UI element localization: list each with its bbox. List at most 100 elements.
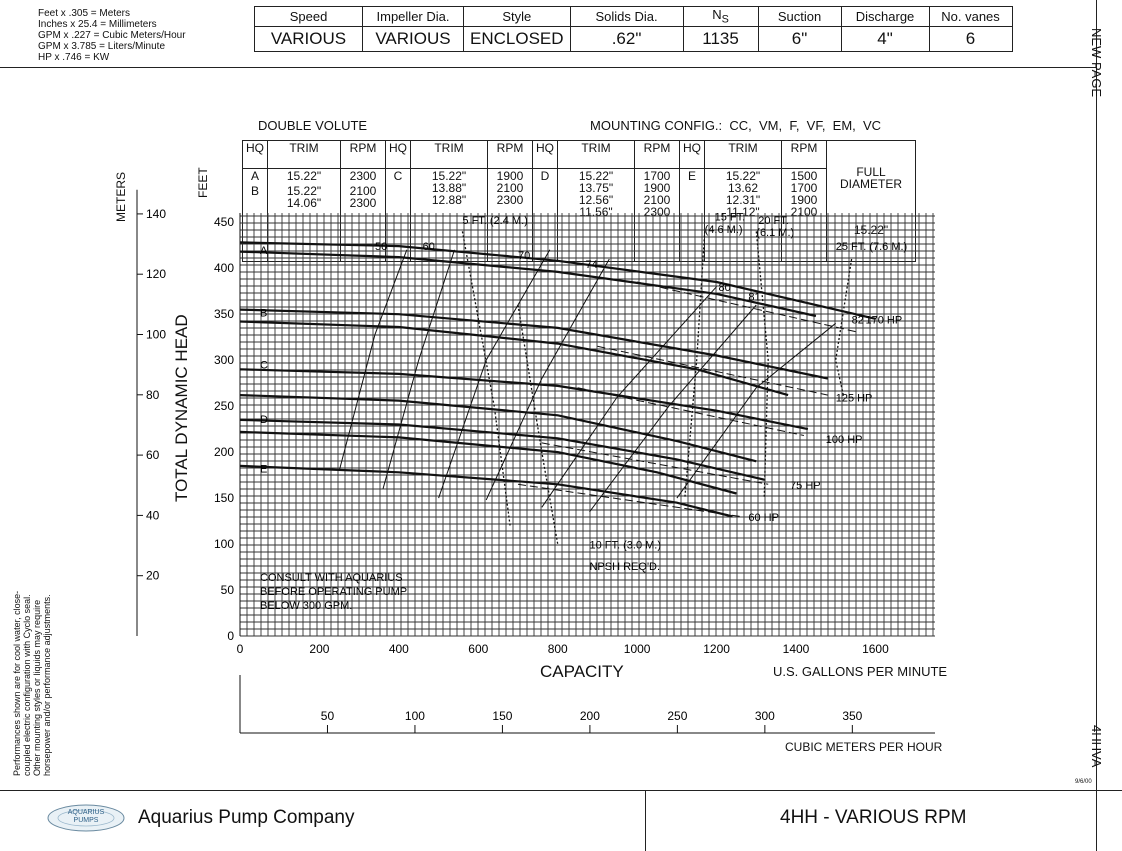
cmh-tick-label: 100 bbox=[405, 709, 425, 723]
trim-header: TRIM bbox=[267, 139, 341, 170]
spec-value-suction: 6" bbox=[757, 25, 842, 52]
curve-letter-c: C bbox=[260, 360, 268, 372]
cmh-tick-label: 350 bbox=[842, 709, 862, 723]
rpm-d: 1700 1900 2100 2300 bbox=[634, 168, 680, 262]
curve-letter-a: A bbox=[260, 245, 268, 257]
conversion-2: Inches x 25.4 = Millimeters bbox=[38, 19, 157, 30]
efficiency-line-82 bbox=[676, 322, 837, 499]
y-tick-label: 300 bbox=[214, 353, 234, 367]
hp-line bbox=[597, 345, 828, 396]
pump-curve-chart: 0 50 100 150 200 250 300 350 400 450 20 40 60 80 100 12… bbox=[136, 189, 935, 734]
spec-value-ns: 1135 bbox=[682, 25, 759, 52]
efficiency-line-60 bbox=[382, 249, 455, 490]
curve-letter-b: B bbox=[260, 307, 267, 319]
conversion-4: GPM x 3.785 = Liters/Minute bbox=[38, 41, 166, 52]
hq-d: D bbox=[532, 168, 558, 262]
meters-tick-label: 80 bbox=[146, 388, 160, 402]
full-diameter-cell: FULL DIAMETER 15.22" bbox=[826, 140, 916, 262]
hq-a: A bbox=[250, 169, 259, 184]
y-tick-label: 350 bbox=[214, 307, 234, 321]
model-title: 4HH - VARIOUS RPM bbox=[780, 807, 967, 828]
efficiency-line-74 bbox=[485, 258, 610, 501]
consult-note-line: BEFORE OPERATING PUMP bbox=[260, 586, 407, 598]
chart-annotation: (4.6 M.) bbox=[705, 224, 743, 236]
company-logo: AQUARIUS PUMPS bbox=[46, 803, 126, 833]
consult-note-line: BELOW 300 GPM. bbox=[260, 600, 352, 612]
trim-c: 15.22" 13.88" 12.88" bbox=[410, 168, 488, 262]
hp-line bbox=[517, 483, 741, 517]
chart-annotation: 70 bbox=[518, 250, 530, 262]
chart-annotation: 5 FT. (2.4 M.) bbox=[462, 215, 527, 227]
chart-annotation: 25 FT. (7.6 M.) bbox=[836, 241, 908, 253]
head-curve-a2 bbox=[239, 250, 817, 318]
conversion-3: GPM x .227 = Cubic Meters/Hour bbox=[38, 30, 186, 41]
x-tick-label: 0 bbox=[237, 642, 244, 656]
trim-d: 15.22" 13.75" 12.56" 11.56" bbox=[557, 168, 635, 262]
disclaimer-line-1: Performances shown are for cool water, c… bbox=[12, 590, 22, 776]
head-curve-b bbox=[239, 308, 829, 380]
footer-top-divider bbox=[0, 790, 1122, 791]
meters-tick-label: 100 bbox=[146, 328, 166, 342]
trim-hq-header: HQ bbox=[532, 139, 558, 170]
conversion-factors: Feet x .305 = Meters Inches x 25.4 = Mil… bbox=[38, 8, 186, 63]
spec-header-impeller: Impeller Dia. bbox=[362, 6, 464, 27]
rpm-a: 2300 bbox=[349, 169, 377, 184]
trim-hq-header: HQ bbox=[385, 139, 411, 170]
meters-tick-label: 120 bbox=[146, 267, 166, 281]
chart-annotation: NPSH REQ'D. bbox=[589, 561, 660, 573]
x-tick-label: 600 bbox=[468, 642, 488, 656]
rpm-b: 2100 2300 bbox=[349, 184, 377, 211]
cmh-tick-label: 200 bbox=[580, 709, 600, 723]
trim-a: 15.22" bbox=[286, 169, 322, 184]
y-tick-label: 50 bbox=[221, 583, 235, 597]
hq-b: B bbox=[250, 184, 259, 199]
y-tick-label: 250 bbox=[214, 399, 234, 413]
chart-annotation: 10 FT. (3.0 M.) bbox=[589, 540, 661, 552]
chart-annotation: 15 FT. bbox=[715, 211, 746, 223]
right-border bbox=[1096, 0, 1097, 851]
chart-annotation: 125 HP bbox=[836, 393, 873, 405]
consult-note-line: CONSULT WITH AQUARIUS bbox=[260, 572, 403, 584]
cmh-tick-label: 250 bbox=[667, 709, 687, 723]
cmh-tick-label: 300 bbox=[755, 709, 775, 723]
ns-subscript: S bbox=[721, 13, 729, 26]
meters-tick-label: 140 bbox=[146, 207, 166, 221]
x-tick-label: 1400 bbox=[783, 642, 810, 656]
cmh-tick-label: 150 bbox=[492, 709, 512, 723]
chart-grid bbox=[239, 213, 935, 637]
hp-line bbox=[541, 442, 769, 485]
chart-annotation: 75 HP bbox=[790, 480, 821, 492]
y-tick-label: 400 bbox=[214, 261, 234, 275]
footer-center-divider bbox=[645, 790, 646, 851]
logo-icon bbox=[47, 804, 125, 832]
chart-axes: 0 50 100 150 200 250 300 350 400 450 20 40 60 80 100 12… bbox=[136, 189, 935, 734]
y-tick-label: 150 bbox=[214, 491, 234, 505]
spec-value-impeller: VARIOUS bbox=[362, 25, 464, 52]
date-code: 9/6/00 bbox=[1075, 779, 1092, 785]
chart-annotation: 50 bbox=[375, 241, 387, 253]
y-tick-label: 450 bbox=[214, 215, 234, 229]
trim-header: TRIM bbox=[557, 139, 635, 170]
disclaimer-line-4: horsepower and/or performance adjustment… bbox=[42, 594, 52, 776]
chart-annotation: 20 FT. bbox=[758, 215, 789, 227]
meters-tick-label: 20 bbox=[146, 569, 160, 583]
chart-annotation: 81 bbox=[748, 291, 760, 303]
y-tick-label: 100 bbox=[214, 537, 234, 551]
y-tick-label: 200 bbox=[214, 445, 234, 459]
npsh-line bbox=[461, 231, 511, 526]
trim-header: TRIM bbox=[704, 139, 782, 170]
x-tick-label: 1000 bbox=[624, 642, 651, 656]
chart-annotation: 100 HP bbox=[826, 434, 863, 446]
chart-annotation: 60 bbox=[423, 241, 435, 253]
disclaimer-line-2: coupled electric configuration with Cycl… bbox=[22, 594, 32, 776]
meters-tick-label: 40 bbox=[146, 508, 160, 522]
spec-table: Speed Impeller Dia. Style Solids Dia. NS… bbox=[254, 6, 1013, 52]
efficiency-line-70 bbox=[438, 249, 551, 499]
meters-tick-label: 60 bbox=[146, 448, 160, 462]
spec-header-vanes: No. vanes bbox=[928, 6, 1013, 27]
rpm-e: 1500 1700 1900 2100 bbox=[781, 168, 827, 262]
head-curve-b2 bbox=[239, 320, 789, 397]
x-tick-label: 400 bbox=[389, 642, 409, 656]
head-curve-d2 bbox=[239, 430, 737, 495]
disclaimer-line-3: Other mounting styles or liquids may req… bbox=[32, 599, 42, 776]
